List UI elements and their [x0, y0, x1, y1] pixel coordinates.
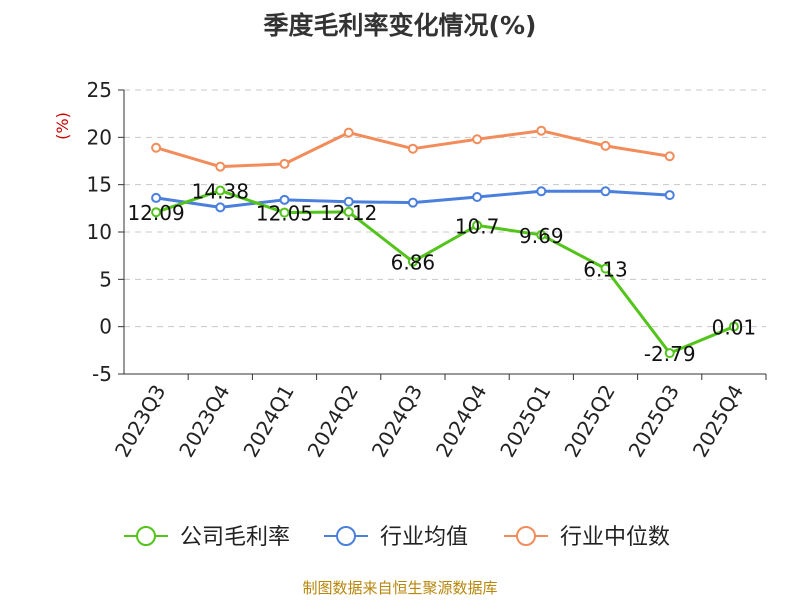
data-point [600, 186, 611, 197]
data-label: 12.12 [320, 201, 377, 225]
legend-marker [136, 526, 156, 546]
data-point [215, 185, 226, 196]
legend-label: 公司毛利率 [180, 525, 290, 550]
data-point [600, 263, 611, 274]
x-tick-label: 2025Q1 [495, 381, 555, 462]
data-label: 0.01 [712, 316, 757, 340]
x-tick-label: 2024Q1 [238, 381, 298, 462]
y-tick-label: 0 [99, 315, 112, 339]
x-tick-label: 2023Q4 [174, 381, 234, 462]
y-tick-label: -5 [92, 362, 112, 386]
data-point [343, 206, 354, 217]
data-point [215, 161, 226, 172]
data-point [407, 256, 418, 267]
data-point [407, 197, 418, 208]
data-label: 9.69 [519, 224, 564, 248]
legend-label: 行业中位数 [560, 525, 670, 550]
y-tick-label: 25 [87, 78, 112, 102]
x-tick-label: 2024Q3 [367, 381, 427, 462]
x-tick-label: 2025Q4 [688, 381, 748, 462]
data-point [536, 229, 547, 240]
data-point [343, 196, 354, 207]
data-label: 10.7 [455, 214, 500, 238]
data-point [728, 321, 739, 332]
data-label: -2.79 [644, 342, 696, 366]
x-tick-label: 2024Q4 [431, 380, 491, 461]
data-label: 6.13 [583, 258, 628, 282]
data-point [600, 140, 611, 151]
y-tick-label: 10 [87, 220, 112, 244]
data-point [407, 143, 418, 154]
data-label: 12.05 [256, 202, 313, 226]
legend-marker [336, 526, 356, 546]
source-note: 制图数据来自恒生聚源数据库 [302, 579, 498, 597]
y-tick-label: 5 [99, 267, 112, 291]
data-point [151, 142, 162, 153]
x-tick-label: 2023Q3 [110, 381, 170, 462]
data-point [472, 220, 483, 231]
x-tick-label: 2025Q3 [624, 381, 684, 462]
data-point [215, 202, 226, 213]
series-line-0 [155, 189, 735, 355]
y-axis-label: (%) [53, 112, 72, 140]
data-point [279, 158, 290, 169]
x-tick-label: 2024Q2 [303, 381, 363, 462]
x-tick-label: 2025Q2 [559, 381, 619, 462]
chart-title: 季度毛利率变化情况(%) [263, 11, 537, 40]
data-point [536, 125, 547, 136]
data-point [343, 127, 354, 138]
data-label: 12.09 [127, 201, 184, 225]
legend-marker [516, 526, 536, 546]
data-point [151, 207, 162, 218]
data-point [536, 186, 547, 197]
data-point [279, 194, 290, 205]
legend-label: 行业均值 [380, 525, 468, 550]
data-point [279, 207, 290, 218]
data-label: 14.38 [192, 180, 249, 204]
data-point [472, 134, 483, 145]
y-tick-label: 20 [87, 125, 112, 149]
data-point [664, 348, 675, 359]
data-label: 6.86 [391, 251, 436, 275]
data-point [664, 151, 675, 162]
data-point [151, 192, 162, 203]
y-tick-label: 15 [87, 173, 112, 197]
data-point [472, 191, 483, 202]
data-point [664, 190, 675, 201]
